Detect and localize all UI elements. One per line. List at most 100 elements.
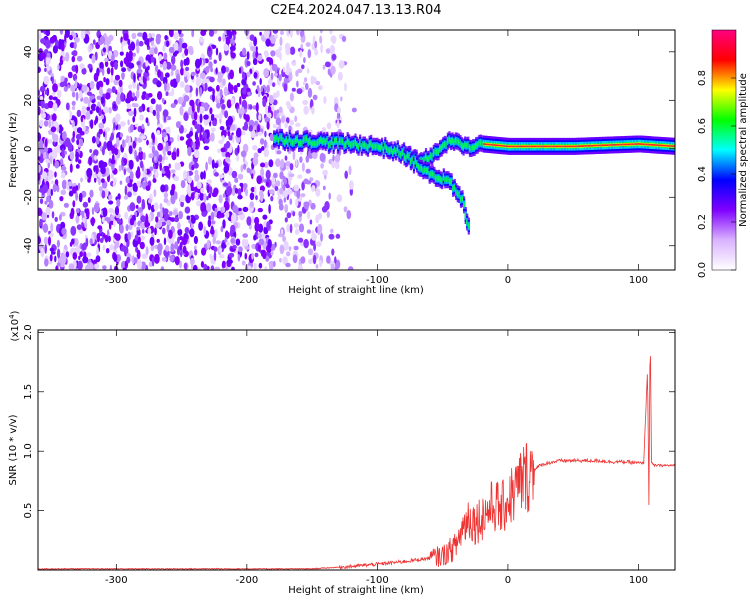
noise-speckle [157, 142, 164, 151]
noise-speckle [228, 31, 233, 40]
noise-speckle [222, 219, 226, 229]
branch-trace [412, 162, 416, 168]
noise-speckle [59, 55, 64, 66]
noise-speckle [110, 132, 115, 141]
signal-trace [509, 145, 512, 148]
noise-speckle [227, 259, 233, 264]
noise-speckle [174, 50, 179, 55]
signal-trace [321, 139, 324, 145]
noise-speckle [263, 30, 270, 39]
signal-trace [537, 145, 540, 148]
noise-speckle [119, 132, 123, 138]
noise-speckle [286, 64, 289, 74]
noise-speckle [264, 130, 267, 138]
noise-speckle [273, 172, 278, 179]
noise-speckle [200, 261, 205, 268]
noise-speckle [72, 200, 76, 208]
signal-trace [307, 139, 310, 145]
noise-speckle [237, 194, 243, 200]
noise-speckle [124, 211, 128, 220]
noise-speckle [329, 30, 333, 35]
noise-speckle [298, 223, 305, 233]
branch-trace [464, 213, 467, 218]
noise-speckle [250, 186, 256, 193]
noise-speckle [166, 223, 170, 233]
noise-speckle [161, 257, 167, 262]
noise-speckle [89, 44, 92, 51]
noise-speckle [163, 191, 169, 199]
noise-speckle [72, 32, 77, 39]
noise-speckle [62, 131, 67, 141]
noise-speckle [268, 159, 274, 168]
noise-speckle [295, 198, 299, 207]
noise-speckle [123, 32, 129, 41]
noise-speckle [60, 126, 64, 132]
noise-speckle [210, 127, 216, 133]
noise-speckle [332, 154, 335, 162]
noise-speckle [141, 253, 148, 260]
noise-speckle [61, 253, 65, 260]
noise-speckle [168, 211, 173, 216]
spectrogram-y-ticks: -40 -20 0 20 40 [23, 45, 675, 254]
signal-trace [294, 137, 298, 143]
noise-speckle [307, 248, 314, 256]
signal-trace [305, 136, 309, 141]
signal-trace [424, 154, 428, 159]
noise-speckle [289, 46, 296, 55]
noise-speckle [221, 242, 227, 249]
noise-speckle [228, 135, 233, 141]
signal-trace [523, 145, 526, 148]
noise-speckle [81, 105, 87, 115]
noise-speckle [259, 31, 262, 36]
noise-speckle [221, 65, 226, 74]
noise-speckle [196, 136, 200, 147]
noise-speckle [180, 67, 184, 76]
noise-speckle [336, 119, 340, 129]
noise-speckle [205, 66, 210, 74]
noise-speckle [231, 170, 238, 179]
noise-speckle [40, 98, 45, 109]
noise-speckle [168, 163, 171, 169]
noise-speckle [127, 191, 132, 198]
signal-trace [575, 145, 578, 148]
noise-speckle [183, 170, 188, 180]
signal-trace [335, 137, 338, 143]
noise-speckle [60, 75, 66, 80]
branch-trace [411, 157, 414, 163]
noise-speckle [263, 148, 270, 158]
noise-speckle [142, 152, 146, 161]
noise-speckle [212, 93, 215, 103]
noise-speckle [89, 149, 93, 153]
noise-speckle [96, 95, 102, 101]
x-tick-label: -300 [105, 575, 128, 586]
noise-speckle [297, 264, 303, 270]
snr-multiplier-base: (x10 [10, 319, 21, 342]
noise-speckle [59, 214, 62, 221]
noise-speckle [236, 82, 241, 88]
noise-speckle [38, 31, 42, 42]
noise-speckle [162, 76, 168, 85]
noise-speckle [132, 140, 137, 149]
noise-speckle [292, 211, 296, 217]
noise-speckle [238, 207, 242, 212]
noise-speckle [180, 250, 183, 258]
noise-speckle [336, 194, 343, 203]
noise-speckle [123, 158, 127, 164]
signal-trace [365, 144, 368, 150]
noise-speckle [132, 191, 137, 196]
signal-trace [605, 144, 608, 146]
signal-trace [497, 144, 500, 147]
noise-speckle [140, 215, 146, 223]
noise-speckle [270, 195, 274, 202]
noise-speckle [311, 185, 316, 192]
signal-trace [650, 143, 653, 146]
noise-speckle [270, 72, 274, 81]
noise-speckle [93, 203, 100, 213]
signal-trace [371, 144, 374, 150]
noise-speckle [170, 194, 176, 205]
noise-speckle [268, 105, 271, 115]
branch-trace [419, 165, 422, 171]
noise-speckle [101, 114, 104, 120]
noise-speckle [231, 30, 237, 36]
branch-trace [459, 196, 463, 202]
